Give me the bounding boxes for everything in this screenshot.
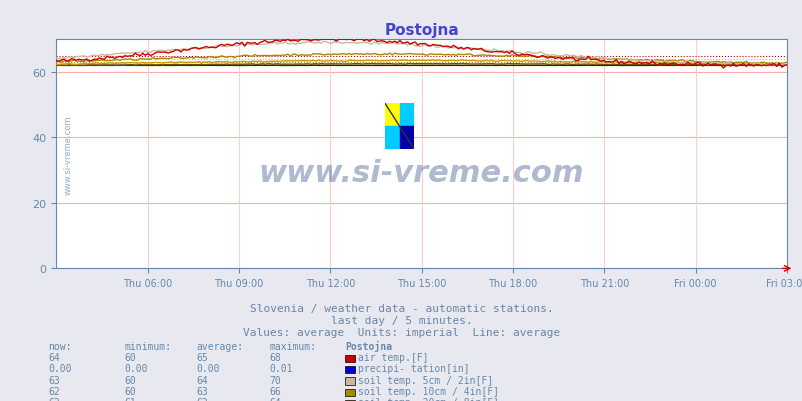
Text: minimum:: minimum:	[124, 341, 172, 351]
Text: 61: 61	[124, 397, 136, 401]
Text: 64: 64	[48, 352, 60, 362]
Text: soil temp. 20cm / 8in[F]: soil temp. 20cm / 8in[F]	[358, 397, 499, 401]
Text: Postojna: Postojna	[345, 340, 392, 351]
Text: 62: 62	[48, 386, 60, 396]
Text: 60: 60	[124, 386, 136, 396]
Text: 63: 63	[196, 386, 209, 396]
Text: soil temp. 10cm / 4in[F]: soil temp. 10cm / 4in[F]	[358, 386, 499, 396]
Text: 0.00: 0.00	[196, 363, 220, 373]
Text: 0.00: 0.00	[124, 363, 148, 373]
Text: 65: 65	[196, 352, 209, 362]
Text: 66: 66	[269, 386, 281, 396]
Text: 70: 70	[269, 375, 281, 385]
Text: air temp.[F]: air temp.[F]	[358, 352, 428, 362]
Text: Values: average  Units: imperial  Line: average: Values: average Units: imperial Line: av…	[242, 327, 560, 337]
Text: 68: 68	[269, 352, 281, 362]
Title: Postojna: Postojna	[383, 22, 459, 38]
Text: 60: 60	[124, 375, 136, 385]
Text: soil temp. 5cm / 2in[F]: soil temp. 5cm / 2in[F]	[358, 375, 492, 385]
Text: 60: 60	[124, 352, 136, 362]
Text: 0.00: 0.00	[48, 363, 71, 373]
Text: www.si-vreme.com: www.si-vreme.com	[63, 115, 72, 194]
Text: 62: 62	[196, 397, 209, 401]
Text: now:: now:	[48, 341, 71, 351]
Text: 64: 64	[269, 397, 281, 401]
Text: last day / 5 minutes.: last day / 5 minutes.	[330, 315, 472, 325]
Text: precipi- tation[in]: precipi- tation[in]	[358, 363, 469, 373]
Text: 62: 62	[48, 397, 60, 401]
Text: Slovenia / weather data - automatic stations.: Slovenia / weather data - automatic stat…	[249, 303, 553, 313]
Text: average:: average:	[196, 341, 244, 351]
Text: 64: 64	[196, 375, 209, 385]
Text: 63: 63	[48, 375, 60, 385]
Text: maximum:: maximum:	[269, 341, 316, 351]
Text: 0.01: 0.01	[269, 363, 292, 373]
Text: www.si-vreme.com: www.si-vreme.com	[258, 158, 584, 187]
